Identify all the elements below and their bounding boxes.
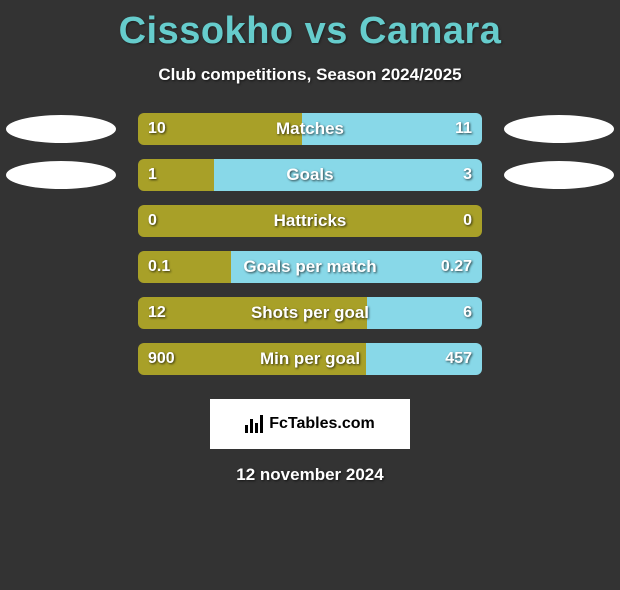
player-left-marker: [6, 115, 116, 143]
stat-row: 00Hattricks: [0, 205, 620, 237]
player-right-marker: [504, 161, 614, 189]
stat-label: Min per goal: [138, 343, 482, 375]
dateline: 12 november 2024: [0, 465, 620, 485]
stat-row: 0.10.27Goals per match: [0, 251, 620, 283]
barchart-icon: [245, 415, 263, 433]
stat-row: 900457Min per goal: [0, 343, 620, 375]
stat-rows: 1011Matches 13Goals 00Hattricks 0.10.27Goal…: [0, 113, 620, 375]
stat-label: Hattricks: [138, 205, 482, 237]
player-left-marker: [6, 161, 116, 189]
stat-label: Matches: [138, 113, 482, 145]
stat-label: Shots per goal: [138, 297, 482, 329]
branding-text: FcTables.com: [269, 415, 375, 433]
subtitle: Club competitions, Season 2024/2025: [0, 65, 620, 85]
player-right-marker: [504, 115, 614, 143]
stat-row: 126Shots per goal: [0, 297, 620, 329]
stat-row: 1011Matches: [0, 113, 620, 145]
branding-badge: FcTables.com: [210, 399, 410, 449]
stat-label: Goals: [138, 159, 482, 191]
page-title: Cissokho vs Camara: [0, 10, 620, 53]
stat-row: 13Goals: [0, 159, 620, 191]
stat-label: Goals per match: [138, 251, 482, 283]
